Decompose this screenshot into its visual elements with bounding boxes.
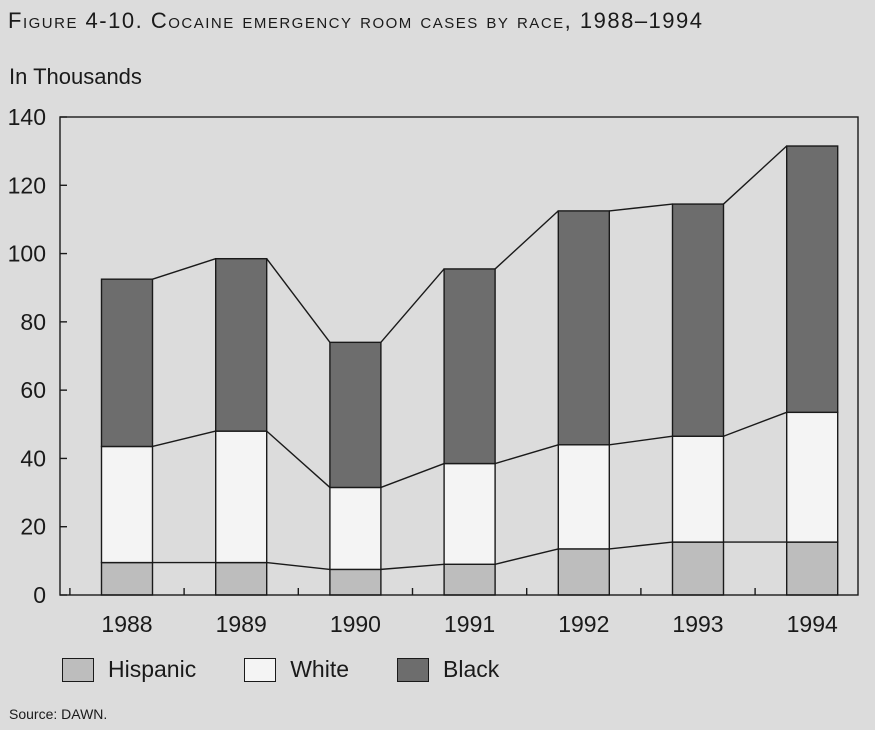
bar-black-1994: [786, 145, 839, 414]
connector-black-1988-1989: [152, 258, 216, 280]
bar-hispanic-1994: [786, 541, 839, 596]
connector-black-1990-1991: [380, 268, 445, 343]
bar-hispanic-1991: [443, 563, 496, 596]
legend-item-black: Black: [397, 656, 499, 683]
bar-hispanic-1990: [329, 568, 382, 596]
y-axis-label: In Thousands: [9, 64, 142, 89]
connector-white-1989-1990: [266, 430, 331, 488]
y-tick-label-140: 140: [8, 104, 46, 130]
legend-swatch-white: [244, 657, 277, 682]
x-tick-label-1988: 1988: [101, 611, 152, 637]
bar-hispanic-1989: [214, 561, 268, 596]
legend-label-hispanic: Hispanic: [108, 656, 197, 682]
source-note: Source: DAWN.: [9, 706, 108, 722]
x-tick-label-1992: 1992: [558, 611, 609, 637]
connector-white-1988-1989: [152, 430, 216, 448]
bars-layer: [100, 145, 839, 596]
bar-white-1990: [329, 486, 382, 571]
bar-black-1991: [443, 268, 496, 465]
plot-frame: [59, 116, 859, 596]
y-tick-label-20: 20: [20, 514, 46, 540]
y-tick-label-60: 60: [20, 377, 46, 403]
connector-white-1990-1991: [380, 462, 445, 489]
connector-lines-layer: [152, 145, 788, 571]
bar-white-1989: [214, 430, 268, 564]
connector-black-1991-1992: [494, 210, 559, 270]
connector-hispanic-1989-1990: [266, 561, 330, 571]
connector-black-1993-1994: [723, 145, 788, 205]
legend-label-white: White: [290, 656, 350, 682]
bar-black-1988: [100, 278, 154, 448]
legend-item-white: White: [244, 656, 349, 683]
legend-label-black: Black: [443, 656, 500, 682]
legend-item-hispanic: Hispanic: [62, 656, 196, 683]
y-tick-label-40: 40: [20, 445, 46, 471]
connector-white-1993-1994: [723, 411, 787, 437]
bar-black-1990: [329, 341, 382, 489]
bar-white-1993: [671, 435, 725, 543]
legend-swatch-black: [397, 657, 430, 682]
chart-title: Figure 4-10. Cocaine emergency room case…: [8, 8, 704, 33]
connector-black-1992-1993: [609, 203, 673, 212]
bar-hispanic-1988: [100, 561, 154, 596]
connector-hispanic-1990-1991: [380, 563, 445, 571]
x-tick-label-1990: 1990: [330, 611, 381, 637]
bar-white-1994: [786, 411, 839, 543]
connector-hispanic-1992-1993: [609, 541, 673, 550]
y-tick-label-100: 100: [8, 241, 46, 267]
bar-black-1992: [557, 210, 610, 446]
bar-white-1992: [557, 444, 610, 550]
connector-hispanic-1991-1992: [494, 548, 559, 565]
y-tick-label-80: 80: [20, 309, 46, 335]
legend-swatch-hispanic: [62, 657, 94, 682]
x-tick-label-1989: 1989: [216, 611, 267, 637]
connector-black-1989-1990: [266, 258, 331, 343]
bar-white-1988: [100, 445, 154, 564]
bar-black-1993: [671, 203, 725, 437]
axis-layer: 0 20 40 60 80 100 120 140 1988 1989 1990 1991 1992 19…: [8, 104, 859, 637]
bar-hispanic-1993: [671, 541, 725, 596]
connector-white-1991-1992: [494, 444, 559, 465]
bar-white-1991: [443, 462, 496, 565]
stacked-bar-chart: 0 20 40 60 80 100 120 140 1988 1989 1990 1991 1992 19…: [8, 104, 859, 637]
x-tick-label-1991: 1991: [444, 611, 495, 637]
x-tick-label-1993: 1993: [672, 611, 723, 637]
y-tick-label-0: 0: [33, 582, 46, 608]
bar-hispanic-1992: [557, 548, 610, 596]
y-tick-label-120: 120: [8, 172, 46, 198]
bar-black-1989: [214, 257, 268, 432]
connector-white-1992-1993: [609, 435, 673, 446]
x-tick-label-1994: 1994: [787, 611, 838, 637]
legend: Hispanic White Black: [62, 656, 547, 683]
